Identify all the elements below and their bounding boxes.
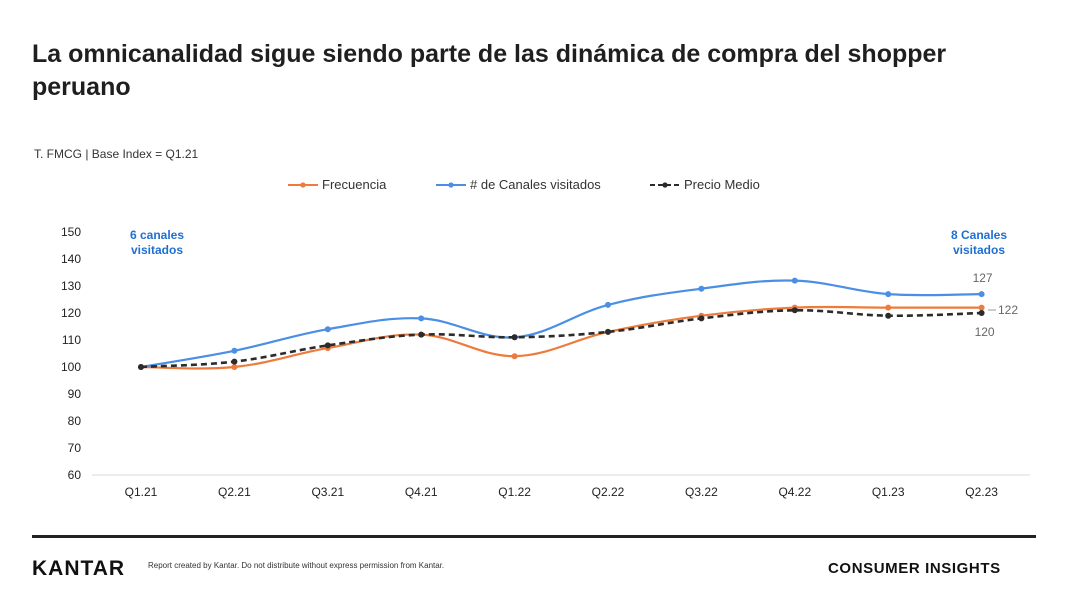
- legend-label-precio-medio: Precio Medio: [684, 177, 760, 192]
- x-tick-label: Q2.23: [965, 485, 998, 499]
- x-tick-label: Q2.22: [592, 485, 625, 499]
- legend-label-frecuencia: Frecuencia: [322, 177, 387, 192]
- page-title: La omnicanalidad sigue siendo parte de l…: [32, 40, 947, 101]
- annotation-label: visitados: [131, 243, 183, 257]
- data-point-frecuencia: [511, 353, 518, 360]
- consumer-insights-label: CONSUMER INSIGHTS: [828, 560, 1001, 577]
- series-line-precio-medio: [140, 308, 982, 369]
- x-tick-label: Q2.21: [218, 485, 251, 499]
- annotation-label: visitados: [953, 243, 1005, 257]
- data-point-de-canales-visitados: [418, 315, 425, 322]
- footer-disclaimer: Report created by Kantar. Do not distrib…: [148, 561, 445, 570]
- chart-subtitle: T. FMCG | Base Index = Q1.21: [34, 147, 199, 161]
- data-point-de-canales-visitados: [978, 291, 985, 298]
- x-tick-label: Q4.22: [778, 485, 811, 499]
- series-line-de-canales-visitados: [140, 279, 982, 369]
- y-tick-label: 150: [61, 225, 81, 239]
- data-point-precio-medio: [791, 307, 798, 314]
- data-point-de-canales-visitados: [885, 291, 892, 298]
- data-point-de-canales-visitados: [324, 326, 331, 333]
- y-tick-label: 60: [68, 468, 82, 482]
- data-point-frecuencia: [231, 364, 238, 370]
- data-point-precio-medio: [511, 334, 518, 341]
- annotation-label: 8 Canales: [951, 228, 1007, 242]
- legend-marker-precio-medio: [662, 182, 668, 188]
- data-point-precio-medio: [324, 342, 331, 349]
- y-tick-label: 80: [68, 414, 82, 428]
- x-tick-label: Q3.22: [685, 485, 718, 499]
- data-point-frecuencia: [885, 304, 892, 311]
- line-chart: 150 140 130 120 110 100 90 80 70 60 Q1.21 Q2.21 Q3.2…: [61, 177, 1030, 499]
- data-point-precio-medio: [698, 315, 705, 322]
- data-point-precio-medio: [605, 328, 611, 335]
- data-label-precio: 120: [975, 325, 995, 339]
- data-point-de-canales-visitados: [605, 301, 611, 308]
- data-point-precio-medio: [231, 358, 238, 365]
- y-tick-label: 100: [61, 360, 81, 374]
- data-point-precio-medio: [885, 312, 892, 319]
- data-point-frecuencia: [978, 304, 985, 311]
- footer-divider: [32, 535, 1036, 538]
- data-label-canales: 127: [973, 271, 993, 285]
- data-point-de-canales-visitados: [698, 285, 705, 292]
- x-tick-label: Q1.21: [125, 485, 158, 499]
- kantar-logo: KANTAR: [32, 557, 126, 580]
- data-point-de-canales-visitados: [791, 277, 798, 284]
- y-tick-label: 110: [62, 333, 81, 347]
- y-tick-label: 120: [61, 306, 81, 320]
- y-tick-label: 70: [68, 441, 82, 455]
- y-tick-label: 140: [61, 252, 81, 266]
- data-point-precio-medio: [978, 310, 985, 316]
- legend-marker-frecuencia: [300, 182, 306, 188]
- data-point-de-canales-visitados: [231, 347, 238, 354]
- x-tick-label: Q4.21: [405, 485, 438, 499]
- series-line-frecuencia: [140, 305, 982, 370]
- x-tick-label: Q1.23: [872, 485, 905, 499]
- data-label-frecuencia: 122: [998, 303, 1018, 317]
- data-point-precio-medio: [138, 364, 144, 370]
- annotation-label: 6 canales: [130, 228, 184, 242]
- data-point-precio-medio: [418, 331, 425, 338]
- legend-label-de-canales-visitados: # de Canales visitados: [470, 177, 601, 192]
- x-tick-label: Q3.21: [311, 485, 344, 499]
- legend-marker-de-canales-visitados: [448, 182, 454, 188]
- y-tick-label: 90: [68, 387, 82, 401]
- y-tick-label: 130: [61, 279, 81, 293]
- x-tick-label: Q1.22: [498, 485, 531, 499]
